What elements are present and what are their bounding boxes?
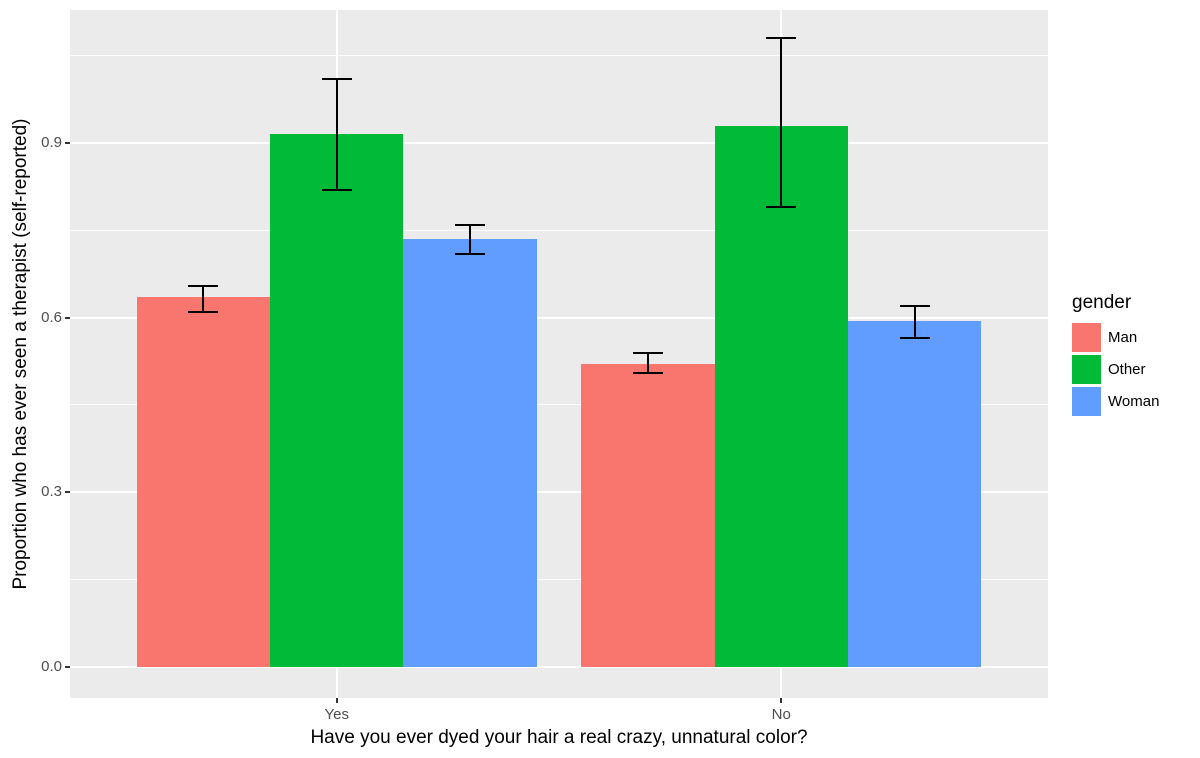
bar-woman-no [847, 320, 982, 667]
error-bar-cap-top [455, 223, 486, 226]
error-bar-cap-top [321, 78, 352, 81]
bar-other-yes [270, 134, 404, 667]
y-tick-label: 0.9 [41, 134, 62, 152]
gridline-minor [70, 578, 1048, 580]
gridline-minor [70, 55, 1048, 57]
legend-item: Man [1072, 323, 1159, 352]
legend-swatch [1072, 355, 1101, 384]
error-bar-cap-top [632, 351, 663, 354]
error-bar-line [202, 285, 205, 312]
error-bar-cap-bottom [899, 337, 930, 339]
error-bar-cap-bottom [321, 188, 352, 191]
x-tick-label: Yes [324, 706, 349, 723]
legend-item: Woman [1072, 387, 1159, 416]
legend-item: Other [1072, 355, 1159, 384]
y-tick-mark [65, 665, 70, 668]
x-axis-title: Have you ever dyed your hair a real craz… [310, 727, 808, 748]
plot-panel [70, 10, 1048, 698]
error-bar-cap-bottom [188, 310, 219, 313]
error-bar-line [780, 38, 783, 208]
error-bar-cap-top [899, 305, 930, 308]
legend-item-label: Woman [1108, 393, 1160, 410]
error-bar-cap-bottom [632, 371, 663, 374]
legend-item-label: Other [1108, 361, 1146, 378]
y-tick-label: 0.6 [41, 308, 62, 326]
error-bar-line [646, 352, 649, 373]
y-tick-mark [65, 491, 70, 494]
y-axis-title: Proportion who has ever seen a therapist… [10, 118, 31, 590]
bar-man-no [581, 364, 715, 667]
gridline-minor [70, 404, 1048, 406]
gridline-major [70, 491, 1048, 494]
legend: gender Man Other Woman [1072, 292, 1159, 419]
error-bar-line [913, 306, 916, 338]
bar-man-yes [136, 297, 271, 667]
gridline-major [70, 316, 1048, 319]
gridline-minor [70, 229, 1048, 231]
error-bar-line [469, 224, 472, 254]
legend-item-label: Man [1108, 329, 1138, 346]
y-tick-label: 0.0 [41, 657, 62, 675]
legend-swatch [1072, 323, 1101, 352]
gridline-major [70, 665, 1048, 668]
gridline-major [70, 142, 1048, 145]
y-tick-mark [65, 142, 70, 145]
error-bar-line [335, 79, 338, 190]
error-bar-cap-top [766, 37, 797, 40]
legend-title: gender [1072, 292, 1132, 313]
bar-woman-yes [403, 239, 537, 667]
error-bar-cap-bottom [766, 206, 797, 209]
error-bar-cap-bottom [455, 252, 486, 255]
y-tick-label: 0.3 [41, 483, 62, 501]
x-tick-mark [335, 698, 338, 703]
error-bar-cap-top [188, 284, 219, 287]
legend-swatch [1072, 387, 1101, 416]
y-tick-mark [65, 316, 70, 319]
bar-other-no [714, 125, 848, 667]
x-tick-label: No [771, 706, 791, 723]
x-tick-mark [780, 698, 783, 703]
